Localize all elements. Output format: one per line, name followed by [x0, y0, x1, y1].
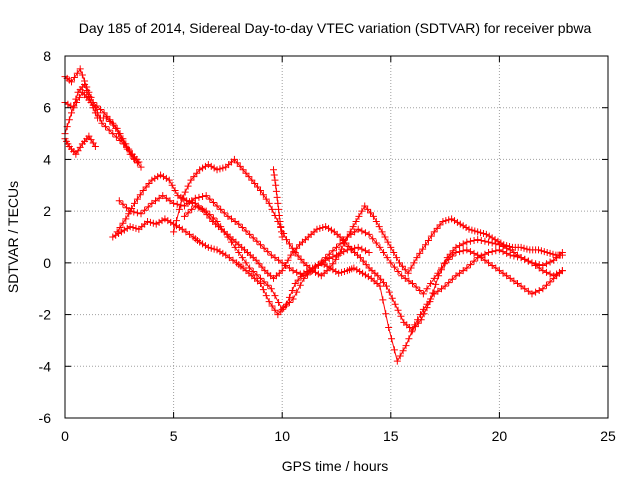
series-track-5: [109, 215, 566, 365]
x-tick-label: 0: [61, 428, 69, 444]
series-line: [64, 91, 140, 163]
y-tick-label: -2: [39, 307, 52, 323]
series-line: [118, 195, 563, 295]
series-line: [184, 205, 370, 311]
y-tick-label: 4: [43, 151, 51, 167]
plus-markers: [61, 132, 99, 158]
x-tick-label: 10: [274, 428, 290, 444]
series-track-8: [170, 155, 566, 280]
x-tick-label: 5: [170, 428, 178, 444]
series-line: [173, 158, 563, 277]
series-track-7: [115, 192, 566, 298]
chart-title: Day 185 of 2014, Sidereal Day-to-day VTE…: [79, 20, 592, 36]
series-line: [112, 218, 563, 363]
y-tick-label: -4: [39, 358, 52, 374]
y-tick-label: -6: [39, 410, 52, 426]
x-tick-label: 25: [600, 428, 616, 444]
plus-markers: [109, 215, 566, 365]
grid-layer: [65, 56, 608, 418]
x-axis-label: GPS time / hours: [282, 458, 389, 474]
y-tick-label: 0: [43, 255, 51, 271]
series-layer: [61, 65, 566, 365]
plus-markers: [270, 166, 286, 241]
series-track-3: [61, 132, 99, 158]
x-tick-label: 15: [383, 428, 399, 444]
plus-markers: [170, 155, 566, 280]
y-tick-label: 8: [43, 48, 51, 64]
plus-markers: [180, 202, 373, 313]
y-tick-label: 6: [43, 100, 51, 116]
series-track-10: [270, 166, 286, 241]
y-tick-label: 2: [43, 203, 51, 219]
x-tick-label: 20: [492, 428, 508, 444]
plot-frame: [64, 55, 609, 419]
tick-layer: 0 5 10 15 20 25 -6 -4 -2 0 2 4 6 8: [39, 48, 616, 444]
series-track-9: [180, 202, 373, 313]
series-line: [64, 135, 96, 156]
y-axis-label: SDTVAR / TECUs: [5, 181, 21, 293]
